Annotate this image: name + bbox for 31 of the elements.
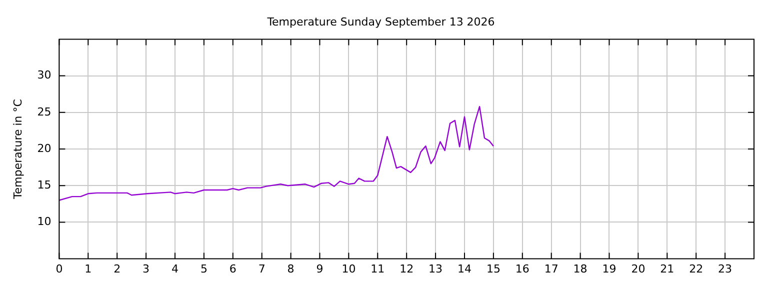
x-tick-label: 11 bbox=[370, 262, 385, 276]
x-tick-label: 19 bbox=[602, 262, 616, 276]
x-tick-label: 7 bbox=[258, 262, 266, 276]
x-tick-label: 6 bbox=[229, 262, 236, 276]
x-tick-label: 4 bbox=[172, 262, 178, 276]
x-tick-label: 2 bbox=[114, 262, 121, 276]
x-tick-label: 17 bbox=[544, 262, 558, 276]
x-tick-label: 18 bbox=[573, 262, 588, 276]
x-tick-label: 21 bbox=[660, 262, 674, 276]
x-tick-label: 20 bbox=[631, 262, 646, 276]
x-tick-label: 16 bbox=[515, 262, 530, 276]
x-tick-label: 14 bbox=[458, 262, 472, 276]
x-tick-label: 23 bbox=[718, 262, 732, 276]
y-tick-label: 30 bbox=[37, 68, 52, 82]
x-tick-label: 12 bbox=[400, 262, 414, 276]
x-tick-label: 5 bbox=[200, 262, 208, 276]
x-tick-label: 1 bbox=[84, 262, 92, 276]
y-tick-label: 10 bbox=[37, 215, 52, 228]
chart-title: Temperature Sunday September 13 2026 bbox=[266, 15, 495, 28]
x-tick-label: 22 bbox=[689, 262, 704, 276]
x-tick-label: 3 bbox=[142, 262, 150, 276]
y-tick-label: 15 bbox=[37, 178, 52, 192]
x-tick-label: 10 bbox=[342, 262, 356, 276]
y-tick-label: 25 bbox=[37, 105, 52, 118]
y-axis-title: Temperature in °C bbox=[11, 98, 24, 200]
x-tick-label: 0 bbox=[56, 262, 63, 276]
x-tick-label: 15 bbox=[486, 262, 500, 276]
x-tick-label: 8 bbox=[287, 262, 294, 276]
y-tick-label: 20 bbox=[37, 142, 52, 155]
x-tick-label: 13 bbox=[428, 262, 443, 276]
x-tick-label: 9 bbox=[316, 262, 324, 276]
